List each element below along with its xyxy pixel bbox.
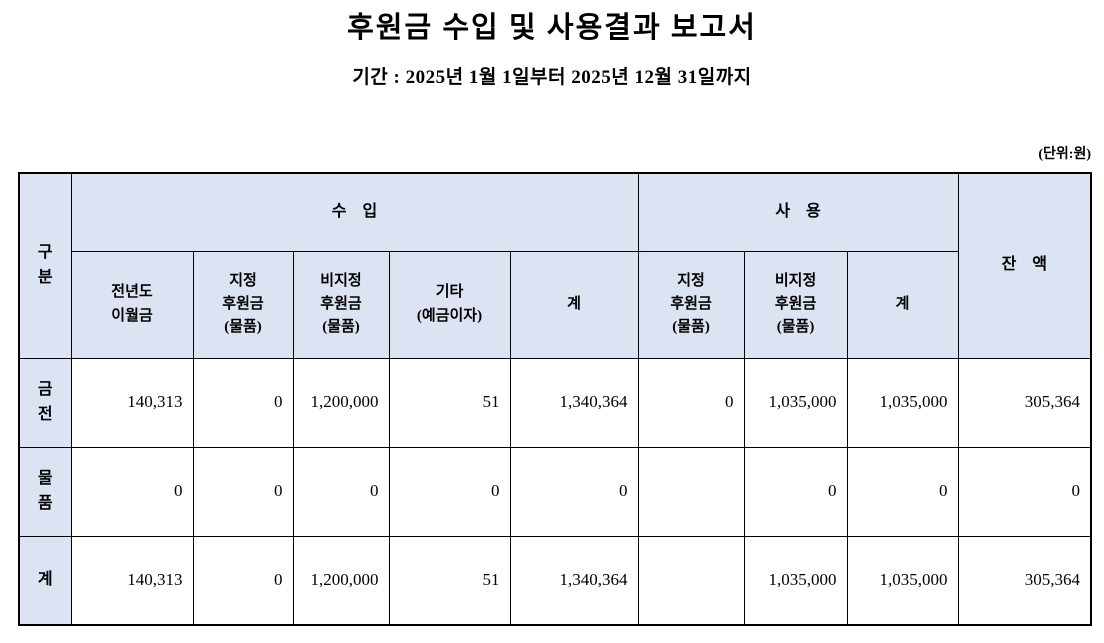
col-header-category: 구 분 [18, 172, 72, 359]
col-header-usage-total: 계 [846, 250, 959, 359]
cell-cash-income-undesignated: 1,200,000 [292, 357, 390, 448]
col-header-income-designated: 지정 후원금 (물품) [192, 250, 294, 359]
header-row-groups: 구 분 수 입 사 용 잔 액 [18, 172, 1092, 359]
row-header-total: 계 [18, 535, 72, 626]
page-title: 후원금 수입 및 사용결과 보고서 [347, 12, 757, 44]
cell-total-income-designated: 0 [192, 535, 294, 626]
cell-goods-income-undesignated: 0 [292, 446, 390, 537]
cell-goods-income-designated: 0 [192, 446, 294, 537]
cell-goods-balance: 0 [957, 446, 1092, 537]
cell-total-income-other: 51 [388, 535, 511, 626]
cell-cash-income-designated: 0 [192, 357, 294, 448]
donation-report-table: 구 분 수 입 사 용 잔 액 전년도 이월금 지정 후원금 (물품) 비지정 … [18, 172, 1093, 626]
col-header-usage-undesignated: 비지정 후원금 (물품) [743, 250, 848, 359]
cell-cash-balance: 305,364 [957, 357, 1092, 448]
col-group-income: 수 입 [70, 172, 639, 252]
cell-cash-carryover: 140,313 [70, 357, 194, 448]
col-header-prev-year-carryover: 전년도 이월금 [70, 250, 194, 359]
col-header-income-total: 계 [509, 250, 639, 359]
col-header-income-other: 기타 (예금이자) [388, 250, 511, 359]
col-group-usage: 사 용 [637, 172, 959, 252]
col-header-usage-designated: 지정 후원금 (물품) [637, 250, 745, 359]
cell-total-usage-undesignated: 1,035,000 [743, 535, 848, 626]
cell-cash-usage-designated: 0 [637, 357, 745, 448]
cell-goods-income-other: 0 [388, 446, 511, 537]
cell-goods-carryover: 0 [70, 446, 194, 537]
cell-goods-income-total: 0 [509, 446, 639, 537]
cell-total-balance: 305,364 [957, 535, 1092, 626]
table-row-goods: 물 품 0 0 0 0 0 0 0 0 [18, 446, 1092, 537]
unit-label: (단위:원) [1038, 147, 1091, 162]
cell-cash-usage-undesignated: 1,035,000 [743, 357, 848, 448]
table-row-total: 계 140,313 0 1,200,000 51 1,340,364 1,035… [18, 535, 1092, 626]
cell-total-usage-total: 1,035,000 [846, 535, 959, 626]
period-label: 기간 : 2025년 1월 1일부터 2025년 12월 31일까지 [352, 67, 752, 88]
cell-total-income-total: 1,340,364 [509, 535, 639, 626]
cell-cash-usage-total: 1,035,000 [846, 357, 959, 448]
cell-goods-usage-designated [637, 446, 745, 537]
col-header-balance: 잔 액 [957, 172, 1092, 359]
cell-total-usage-designated [637, 535, 745, 626]
header-row-subcolumns: 전년도 이월금 지정 후원금 (물품) 비지정 후원금 (물품) 기타 (예금이… [19, 250, 1091, 359]
cell-cash-income-total: 1,340,364 [509, 357, 639, 448]
cell-total-income-undesignated: 1,200,000 [292, 535, 390, 626]
cell-cash-income-other: 51 [388, 357, 511, 448]
col-header-income-undesignated: 비지정 후원금 (물품) [292, 250, 390, 359]
cell-goods-usage-total: 0 [846, 446, 959, 537]
cell-goods-usage-undesignated: 0 [743, 446, 848, 537]
cell-total-carryover: 140,313 [70, 535, 194, 626]
row-header-cash: 금 전 [18, 357, 72, 448]
table-row-cash: 금 전 140,313 0 1,200,000 51 1,340,364 0 1… [18, 357, 1092, 448]
row-header-goods: 물 품 [18, 446, 72, 537]
